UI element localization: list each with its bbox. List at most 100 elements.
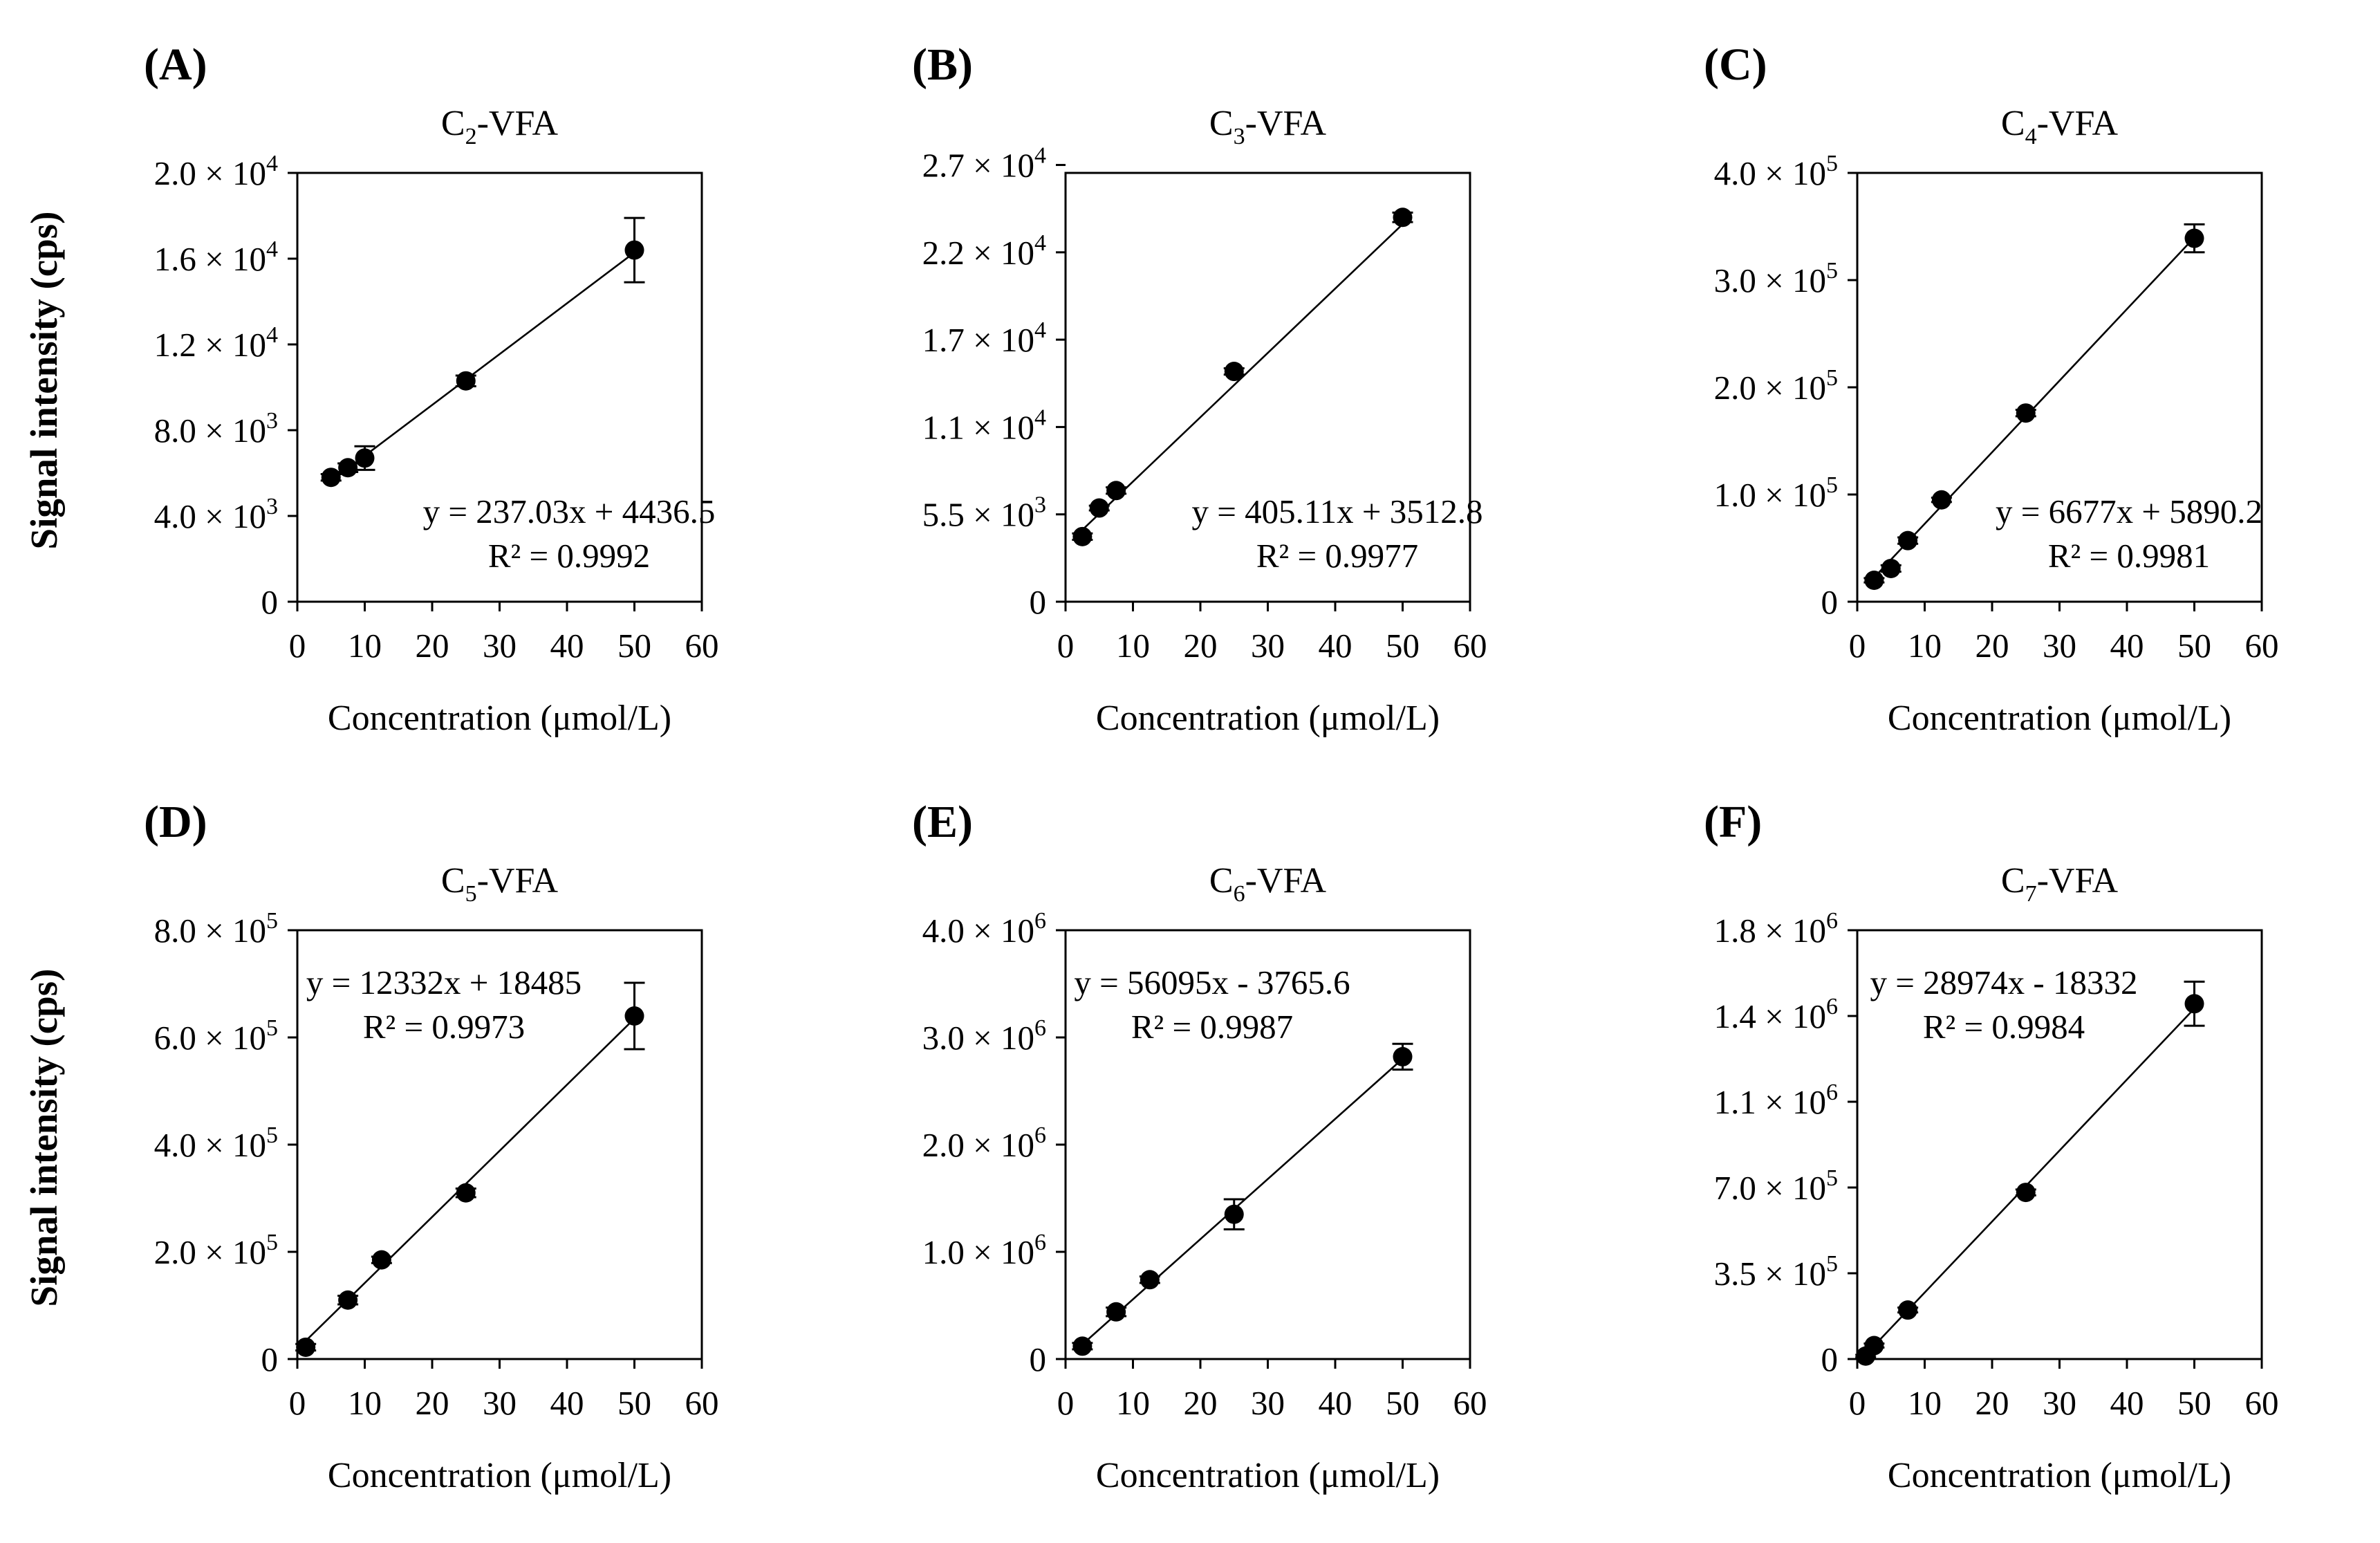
x-tick-label: 10 [348, 1384, 382, 1422]
y-tick-label: 2.7 × 104 [922, 143, 1046, 185]
r-squared: R² = 0.9973 [363, 1008, 525, 1046]
panel-title: C4-VFA [2001, 104, 2119, 149]
tick-mantissa: 3.0 × 10 [1714, 261, 1826, 299]
fit-line [1873, 237, 2195, 578]
data-point [2184, 994, 2204, 1014]
title-suffix: -VFA [1245, 104, 1327, 143]
fit-equation: y = 405.11x + 3512.8 [1192, 492, 1483, 530]
x-tick-label: 0 [289, 1384, 306, 1422]
tick-exponent: 5 [266, 908, 278, 934]
y-tick-label: 6.0 × 105 [154, 1015, 278, 1057]
y-tick-label: 4.0 × 106 [922, 908, 1046, 950]
tick-exponent: 4 [266, 151, 278, 176]
x-tick-label: 60 [2245, 627, 2279, 665]
data-point [2016, 1183, 2036, 1203]
fit-line [330, 252, 635, 482]
title-suffix: -VFA [477, 104, 559, 143]
fit-equation: y = 56095x - 3765.6 [1074, 963, 1350, 1001]
title-subscript: 3 [1234, 124, 1245, 149]
tick-mantissa: 1.0 × 10 [1714, 476, 1826, 514]
title-subscript: 4 [2025, 124, 2037, 149]
data-point [1881, 558, 1901, 578]
data-point [456, 1183, 476, 1203]
y-tick-label: 1.0 × 106 [922, 1230, 1046, 1271]
x-tick-label: 10 [1908, 1384, 1942, 1422]
x-tick-label: 40 [550, 1384, 584, 1422]
tick-mantissa: 8.0 × 10 [154, 412, 266, 450]
tick-exponent: 5 [1826, 1251, 1838, 1277]
title-subscript: 7 [2025, 881, 2037, 907]
title-suffix: -VFA [477, 861, 559, 900]
tick-exponent: 4 [1034, 230, 1046, 256]
data-point [355, 448, 375, 468]
title-subscript: 2 [465, 124, 477, 149]
data-point [1898, 1300, 1918, 1320]
y-tick-label: 0 [1821, 583, 1839, 621]
data-point [1931, 490, 1951, 510]
tick-mantissa: 1.6 × 10 [154, 240, 266, 278]
panel-label: (B) [912, 39, 973, 90]
tick-mantissa: 4.0 × 10 [1714, 154, 1826, 192]
tick-exponent: 3 [1034, 492, 1046, 518]
fit-line [1865, 1008, 2195, 1356]
title-prefix: C [1209, 104, 1234, 143]
y-tick-label: 3.0 × 105 [1714, 258, 1838, 299]
fit-line [1081, 223, 1404, 531]
data-point [1224, 362, 1244, 382]
x-tick-label: 50 [1386, 1384, 1420, 1422]
tick-mantissa: 2.2 × 10 [922, 234, 1034, 272]
x-tick-label: 20 [1184, 1384, 1218, 1422]
tick-mantissa: 2.0 × 10 [922, 1126, 1034, 1164]
tick-exponent: 5 [1826, 258, 1838, 284]
tick-exponent: 6 [1826, 908, 1838, 934]
tick-exponent: 5 [1826, 365, 1838, 391]
tick-exponent: 4 [266, 322, 278, 348]
panel-title: C5-VFA [441, 861, 559, 907]
panel-label: (A) [144, 39, 207, 90]
y-tick-label: 1.1 × 106 [1714, 1080, 1838, 1121]
data-series [1072, 1042, 1413, 1356]
tick-exponent: 6 [1034, 1230, 1046, 1255]
data-series [295, 981, 645, 1357]
tick-mantissa: 4.0 × 10 [154, 497, 266, 535]
tick-mantissa: 1.2 × 10 [154, 326, 266, 364]
title-prefix: C [2001, 861, 2025, 900]
x-tick-label: 0 [1849, 627, 1866, 665]
tick-exponent: 3 [266, 494, 278, 519]
panel-label: (E) [912, 797, 973, 847]
data-point [1864, 1336, 1884, 1356]
tick-mantissa: 4.0 × 10 [922, 912, 1034, 950]
x-tick-label: 50 [617, 1384, 651, 1422]
panel-label: (C) [1704, 39, 1767, 90]
x-axis-title: Concentration (μmol/L) [328, 699, 671, 738]
x-axis: 0 10 20 30 40 50 60 [289, 1359, 719, 1422]
y-axis-title: Signal intensity (cps) [23, 212, 65, 550]
tick-mantissa: 5.5 × 10 [922, 496, 1034, 534]
panel-label: (D) [144, 797, 207, 847]
x-tick-label: 30 [2043, 627, 2076, 665]
y-tick-label: 3.5 × 105 [1714, 1251, 1838, 1293]
x-tick-label: 30 [483, 1384, 517, 1422]
x-tick-label: 20 [1184, 627, 1218, 665]
data-point [624, 240, 644, 260]
y-tick-label: 0 [1030, 1340, 1047, 1378]
data-point [1072, 526, 1093, 546]
x-tick-label: 20 [416, 1384, 449, 1422]
title-subscript: 5 [465, 881, 477, 907]
x-axis: 0 10 20 30 40 50 60 [1849, 602, 2279, 665]
y-tick-label: 2.0 × 104 [154, 151, 278, 192]
tick-mantissa: 8.0 × 10 [154, 912, 266, 950]
y-tick-label: 8.0 × 103 [154, 408, 278, 450]
tick-mantissa: 1.8 × 10 [1714, 912, 1826, 950]
y-tick-label: 5.5 × 103 [922, 492, 1046, 534]
tick-mantissa: 2.0 × 10 [1714, 369, 1826, 407]
tick-exponent: 6 [1034, 1015, 1046, 1041]
panel-title: C6-VFA [1209, 861, 1327, 907]
x-axis-title: Concentration (μmol/L) [1888, 1456, 2231, 1495]
title-prefix: C [1209, 861, 1234, 900]
tick-mantissa: 7.0 × 10 [1714, 1169, 1826, 1207]
